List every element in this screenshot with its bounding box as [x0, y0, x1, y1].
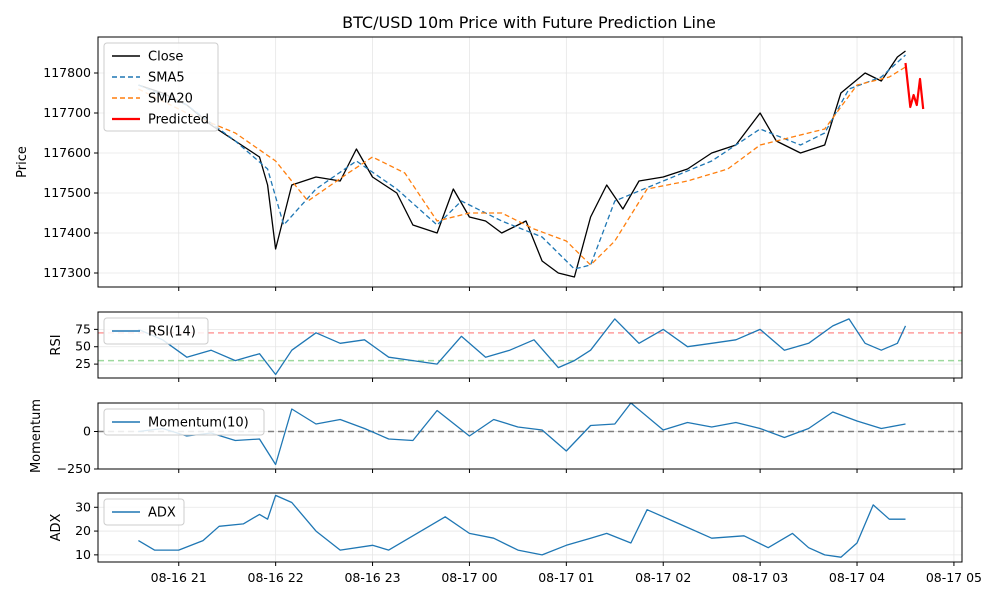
y-tick-label: 117600 [43, 145, 91, 160]
y-tick-label: 0 [83, 424, 91, 439]
y-axis-label: Price [15, 146, 30, 178]
series-line-sma20 [138, 66, 906, 266]
plot-frame [97, 492, 963, 563]
series-line-predicted [904, 62, 925, 110]
legend: ADX [103, 498, 185, 526]
y-tick-label: 50 [75, 339, 91, 354]
series-line-rsi-14- [138, 318, 907, 376]
plot-frame [97, 36, 963, 288]
legend-box [103, 498, 185, 526]
y-tick-label: 75 [75, 321, 91, 336]
y-tick-label: 30 [75, 499, 91, 514]
y-axis-label: RSI [49, 334, 64, 355]
series-line-close [138, 50, 906, 278]
x-tick-label: 08-16 22 [248, 570, 304, 585]
panel-1: 25 50 75 RSI RSI(14) [49, 311, 963, 382]
panel-3: 10 20 30 ADX ADX [49, 492, 963, 566]
y-tick-label: −250 [57, 461, 91, 476]
panel-0: 117300 117400 117500 117600 117700 117800 Pric… [15, 36, 963, 291]
y-tick-label: 117400 [43, 225, 91, 240]
y-axis-label: Momentum [29, 399, 44, 473]
legend-label: Momentum(10) [148, 416, 249, 431]
y-axis-label: ADX [49, 514, 64, 542]
y-tick-label: 117300 [43, 265, 91, 280]
series-line-adx [138, 494, 906, 558]
chart-title: BTC/USD 10m Price with Future Prediction… [342, 13, 716, 32]
series-line-sma5 [138, 54, 906, 270]
legend-box [103, 408, 265, 436]
y-tick-label: 117800 [43, 65, 91, 80]
x-tick-label: 08-17 04 [829, 570, 885, 585]
y-tick-label: 25 [75, 356, 91, 371]
x-tick-label: 08-17 00 [441, 570, 497, 585]
x-tick-label: 08-17 01 [538, 570, 594, 585]
x-tick-label: 08-16 23 [344, 570, 400, 585]
y-tick-label: 20 [75, 523, 91, 538]
x-tick-label: 08-17 03 [732, 570, 788, 585]
legend-label: Predicted [148, 113, 209, 128]
legend: RSI(14) [103, 317, 209, 345]
legend-label: SMA20 [148, 92, 193, 107]
legend-label: SMA5 [148, 71, 185, 86]
x-tick-label: 08-17 02 [635, 570, 691, 585]
y-tick-label: 117700 [43, 105, 91, 120]
legend: Momentum(10) [103, 408, 265, 436]
legend-label: RSI(14) [148, 325, 196, 340]
series-line-momentum-10- [138, 402, 906, 466]
plot-frame [97, 402, 963, 470]
x-tick-label: 08-16 21 [151, 570, 207, 585]
y-tick-label: 117500 [43, 185, 91, 200]
legend-label: Close [148, 50, 183, 65]
plot-frame [97, 311, 963, 379]
legend-box [103, 42, 219, 132]
panels: 117300 117400 117500 117600 117700 117800 Pric… [15, 36, 982, 585]
legend-label: ADX [148, 506, 176, 521]
legend-box [103, 317, 209, 345]
y-tick-label: 10 [75, 547, 91, 562]
legend: Close SMA5 SMA20 Predicted [103, 42, 219, 132]
panel-2: −250 0 Momentum Momentum(10) [29, 399, 963, 476]
x-tick-label: 08-17 05 [926, 570, 982, 585]
